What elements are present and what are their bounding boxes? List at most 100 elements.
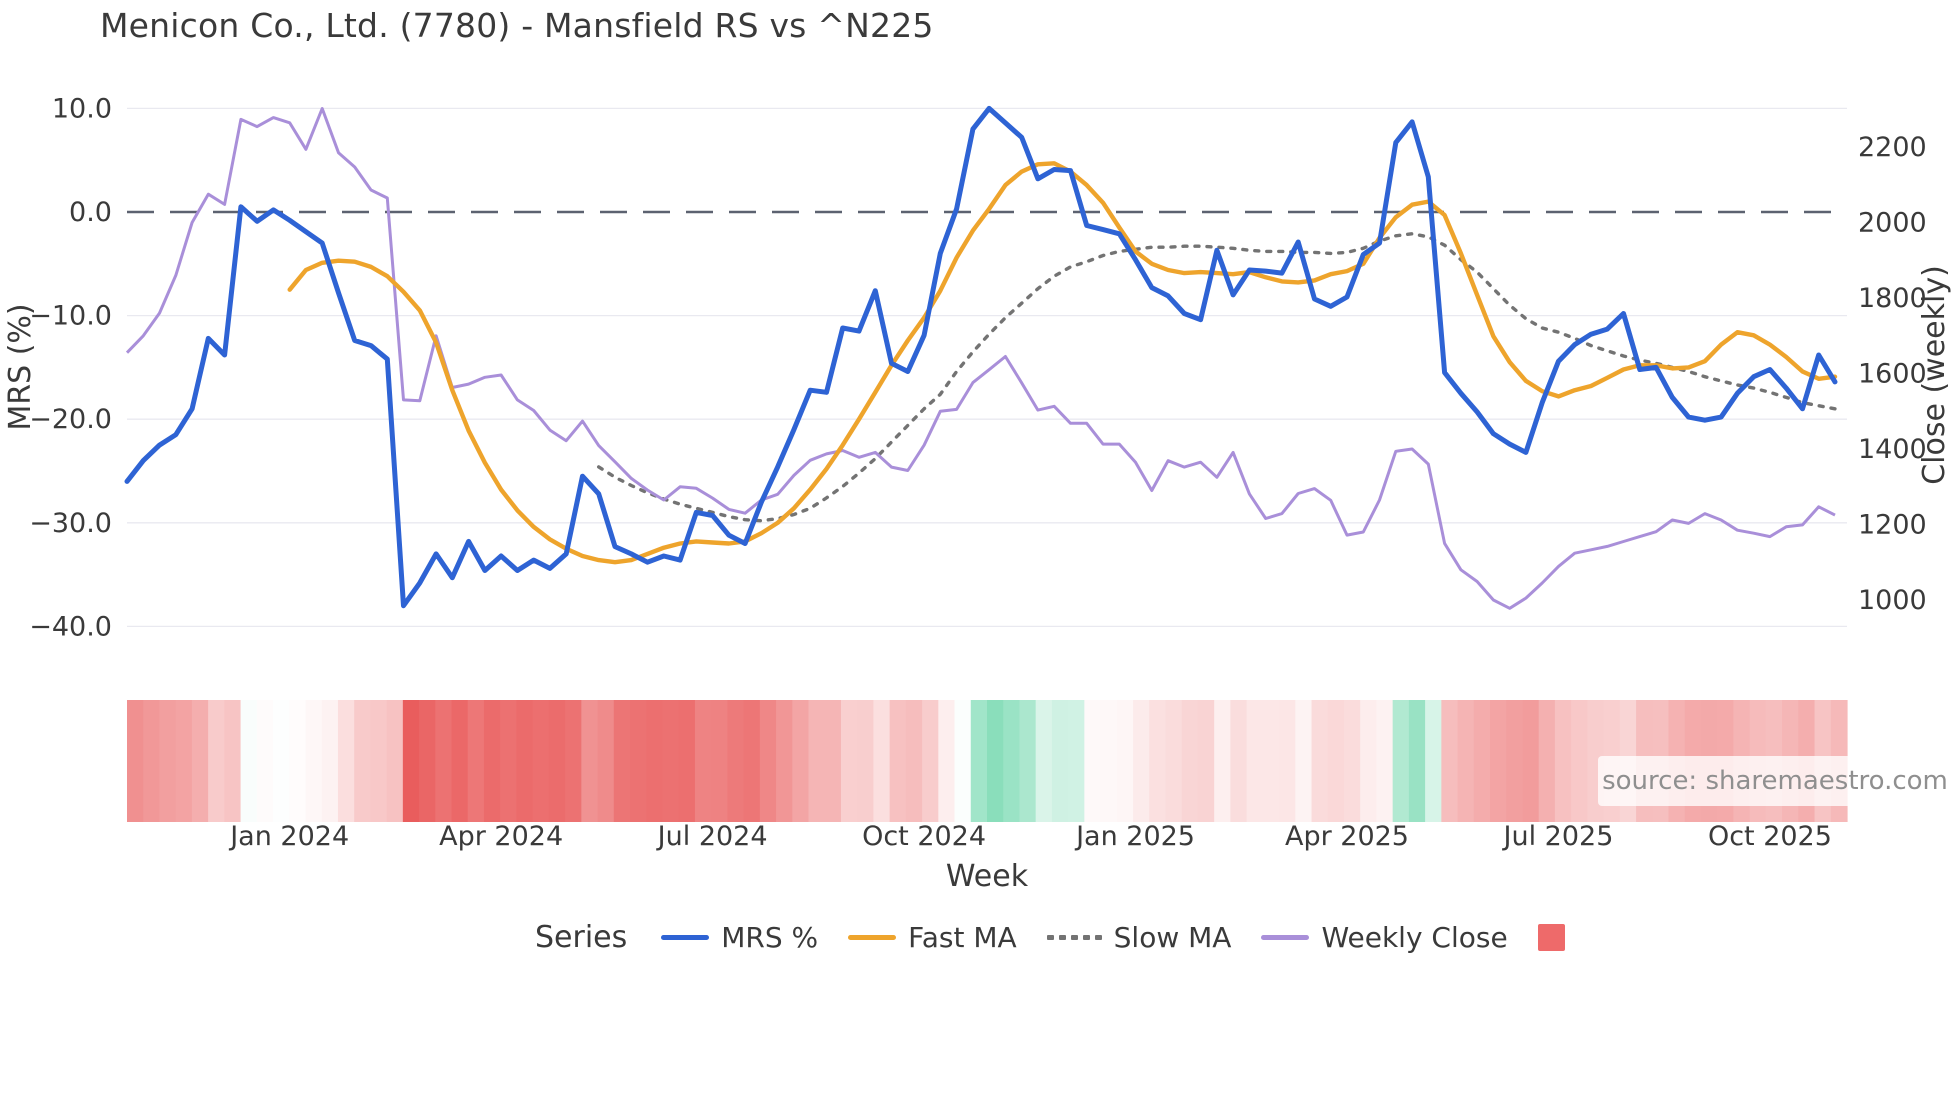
heatmap-cell bbox=[1230, 700, 1248, 822]
right-axis-title: Close (weekly) bbox=[1917, 265, 1952, 485]
chart-legend: Series MRS % Fast MA Slow MA Weekly Close bbox=[535, 920, 1565, 955]
heatmap-cell bbox=[1554, 700, 1572, 822]
heatmap-cell bbox=[370, 700, 388, 822]
legend-item-weekly-close[interactable]: Weekly Close bbox=[1261, 921, 1508, 954]
heatmap-cell bbox=[1392, 700, 1410, 822]
x-axis-tick: Jul 2024 bbox=[656, 821, 768, 852]
heatmap-cell bbox=[1019, 700, 1037, 822]
x-axis-tick: Apr 2024 bbox=[439, 821, 563, 852]
heatmap-cell bbox=[970, 700, 988, 822]
heatmap-cell bbox=[1522, 700, 1540, 822]
legend-title: Series bbox=[535, 920, 628, 955]
heatmap-cell bbox=[1376, 700, 1394, 822]
heatmap-cell bbox=[1035, 700, 1053, 822]
x-axis-tick: Jan 2025 bbox=[1074, 821, 1195, 852]
legend-item-label: MRS % bbox=[721, 921, 819, 954]
heatmap-cell bbox=[987, 700, 1004, 822]
heatmap-cell bbox=[840, 700, 858, 822]
heatmap-cell bbox=[516, 700, 534, 822]
heatmap-cell bbox=[857, 700, 875, 822]
heatmap-cell bbox=[873, 700, 891, 822]
slow-ma-swatch-icon bbox=[1046, 935, 1102, 940]
heatmap-cell bbox=[467, 700, 485, 822]
right-axis-tick: 1800 bbox=[1858, 283, 1927, 314]
left-axis-tick: −20.0 bbox=[29, 404, 112, 435]
heatmap-cell bbox=[905, 700, 923, 822]
heatmap-cell bbox=[240, 700, 258, 822]
x-axis-tick: Jul 2025 bbox=[1502, 821, 1614, 852]
heatmap-cell bbox=[759, 700, 777, 822]
heatmap-cell bbox=[305, 700, 323, 822]
fast-ma-line bbox=[287, 161, 1838, 565]
heatmap-cell bbox=[792, 700, 810, 822]
legend-item-label: Weekly Close bbox=[1321, 921, 1508, 954]
heatmap-cell bbox=[321, 700, 339, 822]
heatmap-cell bbox=[386, 700, 404, 822]
heatmap-cell bbox=[1279, 700, 1296, 822]
heatmap-cell bbox=[954, 700, 972, 822]
heatmap-cell bbox=[1003, 700, 1021, 822]
heatmap-cell bbox=[662, 700, 680, 822]
left-axis-tick: −30.0 bbox=[29, 508, 112, 539]
heatmap-cell bbox=[191, 700, 209, 822]
legend-item-mrs-[interactable]: MRS % bbox=[661, 921, 818, 954]
fast-ma-swatch-icon bbox=[848, 935, 897, 940]
weekly-close-swatch-icon bbox=[1261, 935, 1310, 940]
heatmap-cell bbox=[1538, 700, 1556, 822]
heatmap-cell bbox=[630, 700, 647, 822]
right-axis-tick: 1600 bbox=[1858, 359, 1927, 390]
heatmap-cell bbox=[483, 700, 501, 822]
heatmap-cell bbox=[1149, 700, 1167, 822]
heatmap-cell bbox=[1197, 700, 1215, 822]
heatmap-cell bbox=[1084, 700, 1102, 822]
heatmap-cell bbox=[597, 700, 615, 822]
heatmap-cell bbox=[256, 700, 274, 822]
slow-ma-line bbox=[597, 232, 1837, 523]
heatmap-cell bbox=[1506, 700, 1524, 822]
heatmap-cell bbox=[938, 700, 956, 822]
heatmap-cell bbox=[824, 700, 842, 822]
left-axis-tick: 10.0 bbox=[52, 93, 112, 124]
mrs-line bbox=[124, 105, 1838, 609]
heatmap-cell bbox=[159, 700, 177, 822]
heatmap-cell bbox=[1051, 700, 1069, 822]
heatmap-cell bbox=[1214, 700, 1231, 822]
heatmap-cell bbox=[548, 700, 566, 822]
heatmap-cell bbox=[1490, 700, 1507, 822]
heatmap-cell bbox=[646, 700, 664, 822]
heatmap-cell bbox=[1441, 700, 1459, 822]
heatmap-cell bbox=[1457, 700, 1475, 822]
heatmap-cell bbox=[1343, 700, 1361, 822]
source-attribution-text: source: sharemaestro.com bbox=[1602, 766, 1948, 796]
heatmap-cell bbox=[1473, 700, 1491, 822]
x-axis-tick: Oct 2025 bbox=[1708, 821, 1832, 852]
left-axis-tick: −10.0 bbox=[29, 301, 112, 332]
legend-item-slow-ma[interactable]: Slow MA bbox=[1046, 921, 1232, 954]
heatmap-cell bbox=[1165, 700, 1183, 822]
heatmap-cell bbox=[565, 700, 582, 822]
heatmap-cell bbox=[127, 700, 144, 822]
heatmap-cell bbox=[402, 700, 420, 822]
heatmap-cell bbox=[451, 700, 469, 822]
source-attribution-box: source: sharemaestro.com bbox=[1598, 756, 1952, 806]
heatmap-cell bbox=[808, 700, 826, 822]
heatmap-cell bbox=[500, 700, 518, 822]
heatmap-cell bbox=[337, 700, 355, 822]
heatmap-cell bbox=[1246, 700, 1264, 822]
heatmap-cell bbox=[1311, 700, 1329, 822]
heatmap-legend-swatch-icon bbox=[1537, 924, 1565, 951]
heatmap-cell bbox=[776, 700, 793, 822]
heatmap-cell bbox=[678, 700, 696, 822]
heatmap-cell bbox=[1068, 700, 1085, 822]
legend-item-label: Slow MA bbox=[1113, 921, 1232, 954]
legend-item-fast-ma[interactable]: Fast MA bbox=[848, 921, 1017, 954]
heatmap-cell bbox=[435, 700, 453, 822]
heatmap-cell bbox=[889, 700, 907, 822]
heatmap-cell bbox=[224, 700, 242, 822]
x-axis-tick: Oct 2024 bbox=[862, 821, 986, 852]
x-axis-title: Week bbox=[946, 859, 1029, 894]
left-axis-title: MRS (%) bbox=[3, 303, 38, 430]
x-axis-tick: Jan 2024 bbox=[228, 821, 349, 852]
